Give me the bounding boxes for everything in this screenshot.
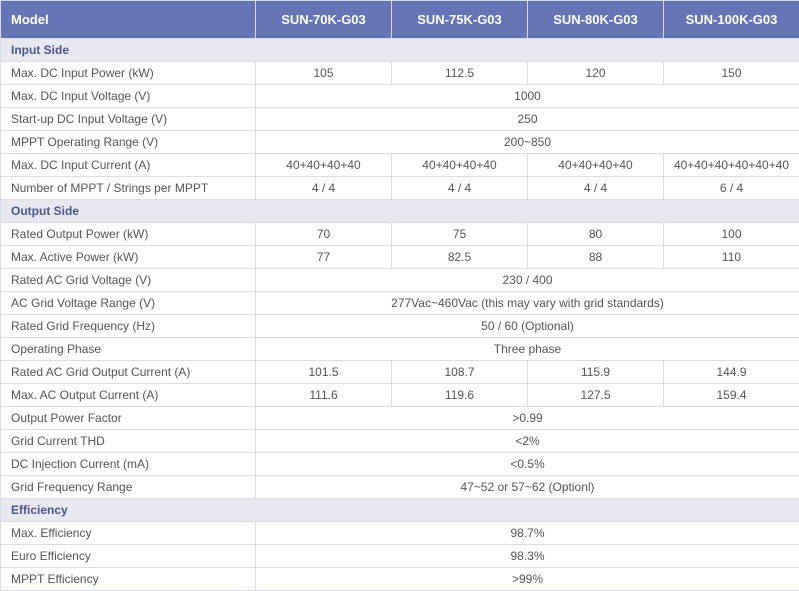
table-row: Rated AC Grid Output Current (A)101.5108… [1,361,799,384]
row-label: Max. Active Power (kW) [1,246,256,269]
row-label: Rated Output Power (kW) [1,223,256,246]
section-header: Efficiency [1,499,799,522]
row-value: 144.9 [664,361,799,384]
row-label: Max. DC Input Voltage (V) [1,85,256,108]
row-value: 80 [528,223,664,246]
row-value: 40+40+40+40 [528,154,664,177]
table-row: Rated Grid Frequency (Hz)50 / 60 (Option… [1,315,799,338]
row-value: 100 [664,223,799,246]
header-model-3: SUN-100K-G03 [664,1,799,39]
section-title: Input Side [1,39,799,62]
table-row: Max. DC Input Voltage (V)1000 [1,85,799,108]
table-row: Max. Active Power (kW)7782.588110 [1,246,799,269]
table-row: Max. DC Input Power (kW)105112.5120150 [1,62,799,85]
row-value-span: 230 / 400 [256,269,799,292]
table-row: Max. DC Input Current (A)40+40+40+4040+4… [1,154,799,177]
row-value: 4 / 4 [392,177,528,200]
row-value: 120 [528,62,664,85]
row-label: DC Injection Current (mA) [1,453,256,476]
table-row: Max. Efficiency98.7% [1,522,799,545]
row-value: 127.5 [528,384,664,407]
spec-table: Model SUN-70K-G03 SUN-75K-G03 SUN-80K-G0… [0,0,799,591]
row-value: 108.7 [392,361,528,384]
row-value-span: <2% [256,430,799,453]
header-model-0: SUN-70K-G03 [256,1,392,39]
row-value: 119.6 [392,384,528,407]
header-model-1: SUN-75K-G03 [392,1,528,39]
row-value: 101.5 [256,361,392,384]
header-row: Model SUN-70K-G03 SUN-75K-G03 SUN-80K-G0… [1,1,799,39]
table-row: Rated Output Power (kW)707580100 [1,223,799,246]
row-label: Rated AC Grid Output Current (A) [1,361,256,384]
row-label: Euro Efficiency [1,545,256,568]
table-row: MPPT Efficiency>99% [1,568,799,591]
row-label: Number of MPPT / Strings per MPPT [1,177,256,200]
row-value: 82.5 [392,246,528,269]
row-value-span: 200~850 [256,131,799,154]
section-title: Output Side [1,200,799,223]
section-title: Efficiency [1,499,799,522]
row-value: 112.5 [392,62,528,85]
table-row: Operating PhaseThree phase [1,338,799,361]
table-row: DC Injection Current (mA)<0.5% [1,453,799,476]
row-label: Operating Phase [1,338,256,361]
row-value: 40+40+40+40+40+40 [664,154,799,177]
row-value-span: >0.99 [256,407,799,430]
row-label: Output Power Factor [1,407,256,430]
row-label: Grid Current THD [1,430,256,453]
row-value-span: 98.7% [256,522,799,545]
row-value-span: <0.5% [256,453,799,476]
row-label: Max. Efficiency [1,522,256,545]
row-label: MPPT Efficiency [1,568,256,591]
section-header: Output Side [1,200,799,223]
row-value: 4 / 4 [528,177,664,200]
row-label: MPPT Operating Range (V) [1,131,256,154]
row-value-span: 98.3% [256,545,799,568]
table-row: Grid Frequency Range47~52 or 57~62 (Opti… [1,476,799,499]
row-value: 115.9 [528,361,664,384]
table-row: Number of MPPT / Strings per MPPT4 / 44 … [1,177,799,200]
row-value: 77 [256,246,392,269]
header-model-2: SUN-80K-G03 [528,1,664,39]
row-label: Rated Grid Frequency (Hz) [1,315,256,338]
row-value-span: 277Vac~460Vac (this may vary with grid s… [256,292,799,315]
row-value: 159.4 [664,384,799,407]
table-row: Max. AC Output Current (A)111.6119.6127.… [1,384,799,407]
row-label: Max. DC Input Power (kW) [1,62,256,85]
row-label: Max. DC Input Current (A) [1,154,256,177]
row-value: 75 [392,223,528,246]
row-label: Rated AC Grid Voltage (V) [1,269,256,292]
row-label: AC Grid Voltage Range (V) [1,292,256,315]
row-label: Start-up DC Input Voltage (V) [1,108,256,131]
row-value: 105 [256,62,392,85]
table-row: Start-up DC Input Voltage (V)250 [1,108,799,131]
table-row: Euro Efficiency98.3% [1,545,799,568]
section-header: Input Side [1,39,799,62]
row-label: Max. AC Output Current (A) [1,384,256,407]
row-value: 40+40+40+40 [256,154,392,177]
row-value-span: 50 / 60 (Optional) [256,315,799,338]
row-label: Grid Frequency Range [1,476,256,499]
row-value-span: >99% [256,568,799,591]
table-row: Grid Current THD<2% [1,430,799,453]
header-label: Model [1,1,256,39]
table-row: AC Grid Voltage Range (V)277Vac~460Vac (… [1,292,799,315]
row-value: 111.6 [256,384,392,407]
row-value: 150 [664,62,799,85]
row-value: 70 [256,223,392,246]
row-value-span: 47~52 or 57~62 (Optionl) [256,476,799,499]
row-value: 40+40+40+40 [392,154,528,177]
row-value: 88 [528,246,664,269]
row-value: 6 / 4 [664,177,799,200]
row-value-span: 1000 [256,85,799,108]
row-value-span: 250 [256,108,799,131]
row-value-span: Three phase [256,338,799,361]
row-value: 4 / 4 [256,177,392,200]
table-row: Rated AC Grid Voltage (V)230 / 400 [1,269,799,292]
row-value: 110 [664,246,799,269]
table-row: Output Power Factor>0.99 [1,407,799,430]
table-row: MPPT Operating Range (V)200~850 [1,131,799,154]
